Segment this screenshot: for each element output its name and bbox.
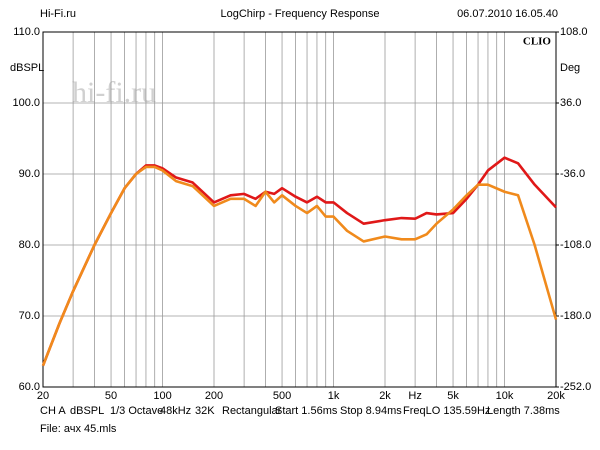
file-name: File: ачх 45.mls — [40, 423, 117, 435]
footer-item: dBSPL — [70, 405, 104, 417]
y-tick-label: 110.0 — [13, 26, 40, 38]
x-tick-label: 500 — [273, 390, 291, 402]
y2-axis-label: Deg — [560, 62, 580, 74]
x-tick-label: 20 — [37, 390, 49, 402]
y2-tick-label: -108.0 — [560, 239, 591, 251]
y2-tick-label: -36.0 — [560, 168, 585, 180]
footer-item: Length 7.38ms — [487, 405, 560, 417]
footer: CH A dBSPL 1/3 Octave 48kHz 32K Rectangu… — [40, 405, 560, 435]
footer-item: Start 1.56ms — [275, 405, 338, 417]
x-tick-label: 20k — [547, 390, 565, 402]
y-axis-label: dBSPL — [10, 62, 44, 74]
y2-tick-label: -252.0 — [560, 381, 591, 393]
footer-item: 32K — [195, 405, 215, 417]
x-tick-label: Hz — [408, 390, 421, 402]
x-tick-label: 100 — [153, 390, 171, 402]
y2-tick-label: -180.0 — [560, 310, 591, 322]
logo: CLIO — [523, 36, 552, 48]
watermark: hi-fi.ru — [72, 76, 156, 109]
footer-item: CH A — [40, 405, 66, 417]
x-tick-label: 200 — [205, 390, 223, 402]
footer-item: 1/3 Octave — [110, 405, 163, 417]
series-line — [41, 165, 558, 367]
x-tick-label: 50 — [105, 390, 117, 402]
footer-item: FreqLO 135.59Hz — [403, 405, 490, 417]
timestamp: 06.07.2010 16.05.40 — [457, 8, 558, 20]
y-tick-label: 80.0 — [19, 239, 40, 251]
brand: Hi-Fi.ru — [40, 8, 76, 20]
footer-item: Stop 8.94ms — [340, 405, 402, 417]
y-tick-label: 70.0 — [19, 310, 40, 322]
chart-title: LogChirp - Frequency Response — [221, 8, 380, 20]
x-tick-label: 1k — [328, 390, 340, 402]
y-tick-label: 60.0 — [19, 381, 40, 393]
series-line — [41, 156, 557, 367]
y-tick-label: 90.0 — [19, 168, 40, 180]
x-tick-label: 10k — [496, 390, 514, 402]
footer-item: 48kHz — [160, 405, 191, 417]
footer-item: Rectangular — [222, 405, 282, 417]
x-tick-label: 5k — [447, 390, 459, 402]
y2-tick-label: 108.0 — [560, 26, 588, 38]
x-tick-label: 2k — [379, 390, 391, 402]
plot-frame — [42, 31, 557, 388]
y2-tick-label: 36.0 — [560, 97, 581, 109]
y-tick-label: 100.0 — [12, 97, 40, 109]
